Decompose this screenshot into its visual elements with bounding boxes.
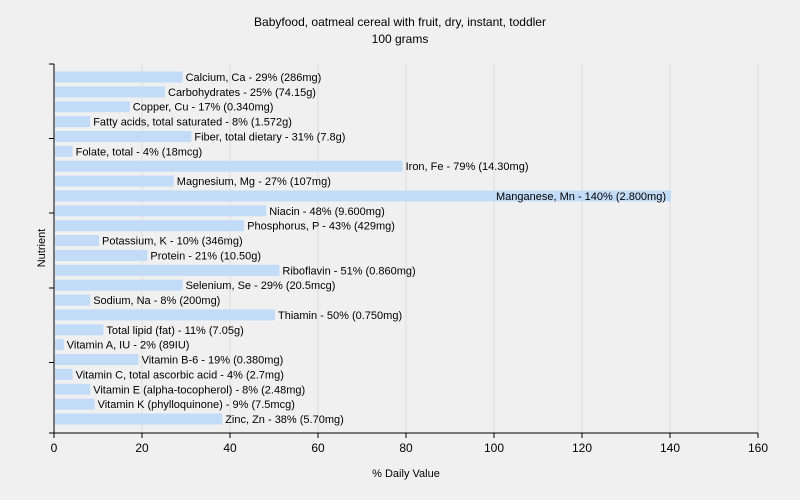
bar-label: Zinc, Zn - 38% (5.70mg) bbox=[225, 414, 344, 426]
bar-labels: Calcium, Ca - 29% (286mg) Carbohydrates -… bbox=[67, 72, 666, 426]
grid-lines bbox=[141, 64, 759, 433]
chart-title: Babyfood, oatmeal cereal with fruit, dry… bbox=[254, 15, 546, 29]
bar bbox=[55, 160, 403, 172]
bar-label: Calcium, Ca - 29% (286mg) bbox=[186, 72, 322, 84]
bar-label: Vitamin C, total ascorbic acid - 4% (2.7… bbox=[76, 369, 284, 381]
chart-title-block: Babyfood, oatmeal cereal with fruit, dry… bbox=[0, 14, 800, 48]
bar bbox=[55, 383, 91, 395]
x-tick-label: 140 bbox=[660, 441, 680, 455]
bar bbox=[55, 264, 280, 276]
bar bbox=[55, 398, 95, 410]
bar bbox=[55, 101, 130, 113]
bar-label: Manganese, Mn - 140% (2.800mg) bbox=[496, 191, 666, 203]
bar bbox=[55, 294, 91, 306]
bar-label: Folate, total - 4% (18mcg) bbox=[76, 146, 203, 158]
bar-label: Niacin - 48% (9.600mg) bbox=[269, 206, 385, 218]
bar-label: Fiber, total dietary - 31% (7.8g) bbox=[194, 131, 345, 143]
bar-label: Thiamin - 50% (0.750mg) bbox=[278, 310, 402, 322]
bar bbox=[55, 235, 99, 247]
bar-label: Iron, Fe - 79% (14.30mg) bbox=[406, 161, 529, 173]
x-tick-label: 40 bbox=[223, 441, 237, 455]
bars bbox=[55, 71, 671, 425]
bar bbox=[55, 220, 245, 232]
x-axis-title: % Daily Value bbox=[372, 468, 440, 480]
bar bbox=[55, 190, 671, 202]
bar-label: Vitamin A, IU - 2% (89IU) bbox=[67, 340, 190, 352]
bar-label: Vitamin B-6 - 19% (0.380mg) bbox=[142, 355, 284, 367]
bar bbox=[55, 324, 104, 336]
bar-label: Potassium, K - 10% (346mg) bbox=[102, 236, 243, 248]
bar-label: Carbohydrates - 25% (74.15g) bbox=[168, 87, 316, 99]
bar bbox=[55, 279, 183, 291]
bar-label: Selenium, Se - 29% (20.5mcg) bbox=[186, 280, 336, 292]
bar-label: Vitamin E (alpha-tocopherol) - 8% (2.48m… bbox=[93, 384, 305, 396]
bar bbox=[55, 71, 183, 83]
bar bbox=[55, 368, 73, 380]
x-tick-label: 100 bbox=[484, 441, 504, 455]
x-tick-label: 0 bbox=[51, 441, 58, 455]
x-tick-label: 160 bbox=[748, 441, 768, 455]
axes: 0 20 40 60 80 100 120 140 160 bbox=[49, 63, 768, 455]
bar bbox=[55, 130, 192, 142]
bar-label: Copper, Cu - 17% (0.340mg) bbox=[133, 102, 274, 114]
bar bbox=[55, 339, 64, 351]
x-tick-label: 60 bbox=[311, 441, 325, 455]
bar-label: Phosphorus, P - 43% (429mg) bbox=[247, 221, 395, 233]
bar bbox=[55, 309, 275, 321]
bar bbox=[55, 116, 91, 128]
bar bbox=[55, 354, 139, 366]
bar bbox=[55, 205, 267, 217]
x-tick-label: 120 bbox=[572, 441, 592, 455]
bar bbox=[55, 413, 223, 425]
x-tick-label: 80 bbox=[399, 441, 413, 455]
bar bbox=[55, 249, 148, 261]
bar-label: Total lipid (fat) - 11% (7.05g) bbox=[106, 325, 243, 337]
bar bbox=[55, 86, 165, 98]
bar bbox=[55, 175, 174, 187]
chart-subtitle: 100 grams bbox=[371, 32, 429, 46]
bar-label: Sodium, Na - 8% (200mg) bbox=[93, 295, 220, 307]
y-axis-title: Nutrient bbox=[36, 229, 48, 268]
bar-label: Vitamin K (phylloquinone) - 9% (7.5mcg) bbox=[98, 399, 295, 411]
bar-label: Protein - 21% (10.50g) bbox=[150, 250, 261, 262]
bar bbox=[55, 145, 73, 157]
bar-label: Riboflavin - 51% (0.860mg) bbox=[282, 265, 415, 277]
bar-label: Magnesium, Mg - 27% (107mg) bbox=[177, 176, 331, 188]
bar-label: Fatty acids, total saturated - 8% (1.572… bbox=[93, 117, 292, 129]
x-tick-label: 20 bbox=[135, 441, 149, 455]
